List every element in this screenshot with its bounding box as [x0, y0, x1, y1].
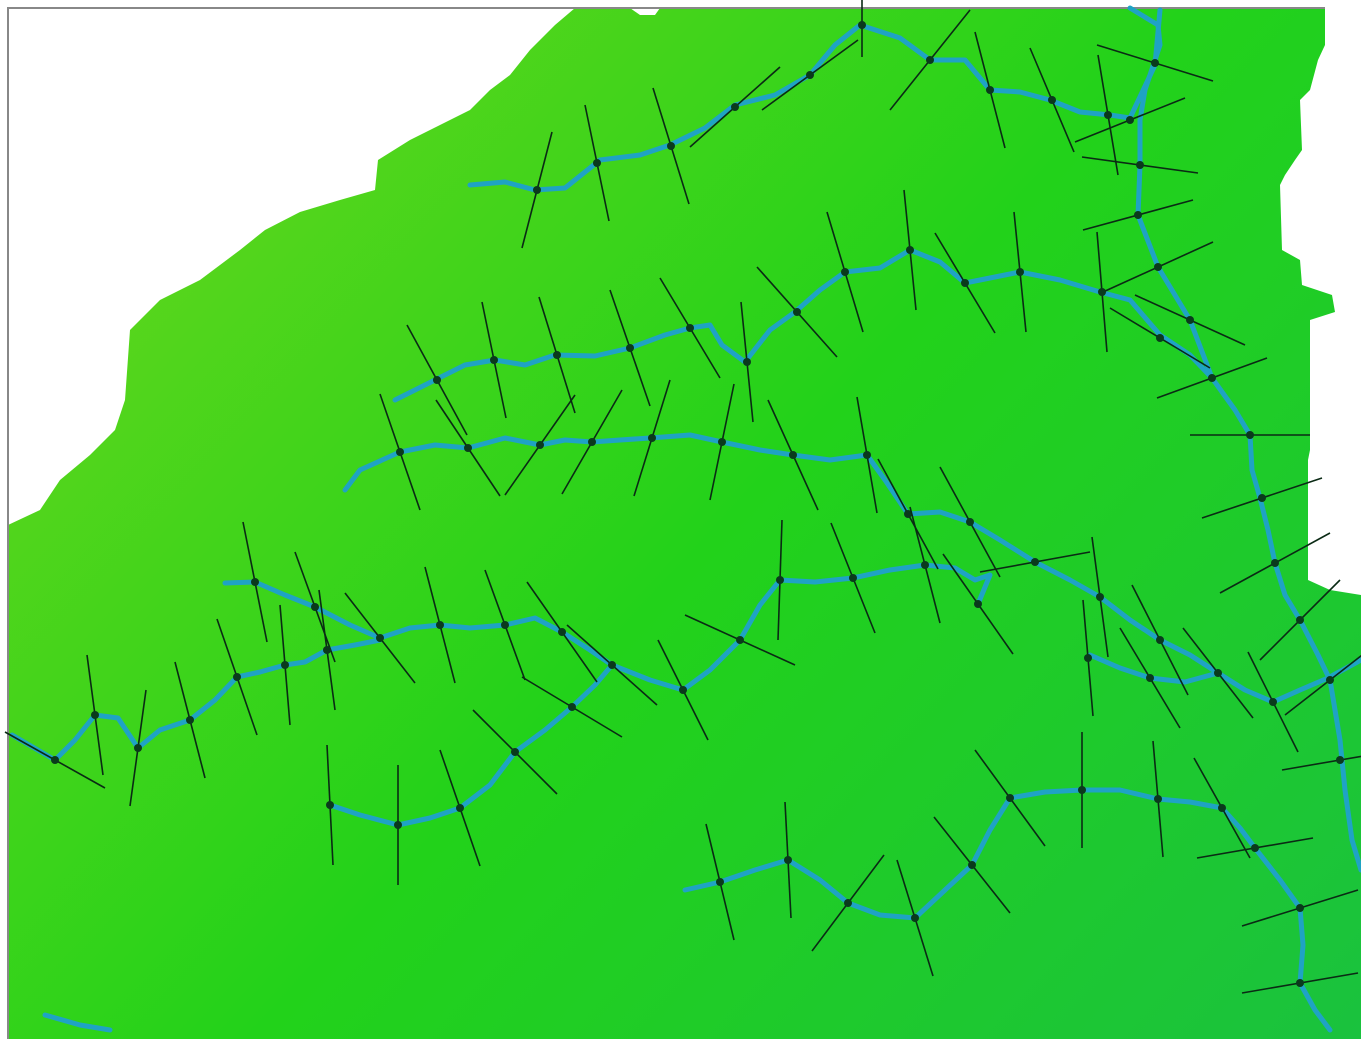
cross-section-point: [806, 71, 814, 79]
cross-section-point: [849, 574, 857, 582]
cross-section-point: [281, 661, 289, 669]
cross-section-point: [1006, 794, 1014, 802]
cross-section-point: [926, 56, 934, 64]
cross-section-point: [736, 636, 744, 644]
cross-section-point: [716, 878, 724, 886]
cross-section-point: [323, 646, 331, 654]
cross-section-point: [311, 603, 319, 611]
cross-section-point: [91, 711, 99, 719]
cross-section-point: [776, 576, 784, 584]
cross-section-point: [1146, 674, 1154, 682]
cross-section-point: [134, 744, 142, 752]
cross-section-point: [588, 438, 596, 446]
cross-section-point: [784, 856, 792, 864]
cross-section-point: [376, 634, 384, 642]
cross-section-point: [1218, 804, 1226, 812]
cross-section-point: [1096, 593, 1104, 601]
cross-section-point: [1084, 654, 1092, 662]
cross-section-point: [667, 142, 675, 150]
cross-section-point: [1156, 636, 1164, 644]
cross-section-point: [1126, 116, 1134, 124]
cross-section-point: [433, 376, 441, 384]
cross-section-point: [51, 756, 59, 764]
cross-section-point: [1031, 558, 1039, 566]
cross-section-point: [911, 914, 919, 922]
cross-section-point: [1246, 431, 1254, 439]
cross-section-point: [593, 159, 601, 167]
cross-section-point: [961, 279, 969, 287]
cross-section-point: [1208, 374, 1216, 382]
cross-section-point: [1078, 786, 1086, 794]
cross-section-point: [1156, 334, 1164, 342]
cross-section-point: [1296, 616, 1304, 624]
cross-section-point: [464, 444, 472, 452]
cross-section-point: [558, 628, 566, 636]
cross-section-point: [793, 308, 801, 316]
cross-section-point: [731, 103, 739, 111]
cross-section-point: [1296, 904, 1304, 912]
cross-section-point: [1271, 559, 1279, 567]
cross-section-point: [1136, 161, 1144, 169]
cross-section-point: [1269, 698, 1277, 706]
cross-section-point: [1258, 494, 1266, 502]
cross-section-point: [686, 324, 694, 332]
cross-section-point: [1251, 844, 1259, 852]
cross-section-point: [906, 246, 914, 254]
cross-section-point: [858, 21, 866, 29]
cross-section-point: [456, 804, 464, 812]
cross-section-point: [394, 821, 402, 829]
cross-section-point: [789, 451, 797, 459]
cross-section-point: [921, 561, 929, 569]
cross-section-point: [968, 861, 976, 869]
cross-section-point: [648, 434, 656, 442]
cross-section-point: [396, 448, 404, 456]
cross-section-point: [326, 801, 334, 809]
cross-section-point: [511, 748, 519, 756]
cross-section-point: [1154, 263, 1162, 271]
cross-section-point: [974, 600, 982, 608]
cross-section-point: [863, 451, 871, 459]
cross-section-point: [743, 358, 751, 366]
cross-section-point: [844, 899, 852, 907]
cross-section-point: [1326, 676, 1334, 684]
cross-section-point: [608, 661, 616, 669]
cross-section-point: [1016, 268, 1024, 276]
cross-section-point: [436, 621, 444, 629]
cross-section-point: [679, 686, 687, 694]
cross-section-point: [1134, 211, 1142, 219]
cross-section-point: [536, 441, 544, 449]
cross-section-point: [1296, 979, 1304, 987]
cross-section-point: [251, 578, 259, 586]
cross-section-point: [1098, 288, 1106, 296]
cross-section-point: [1336, 756, 1344, 764]
map: [0, 0, 1361, 1039]
cross-section-point: [1104, 111, 1112, 119]
cross-section-point: [533, 186, 541, 194]
cross-section-point: [501, 621, 509, 629]
cross-section-point: [626, 344, 634, 352]
cross-section-point: [568, 703, 576, 711]
cross-section-point: [1151, 59, 1159, 67]
cross-section-point: [1048, 96, 1056, 104]
cross-section-point: [966, 518, 974, 526]
cross-section-point: [233, 673, 241, 681]
cross-section-point: [1154, 795, 1162, 803]
page: (() => { const data = JSON.parse(documen…: [0, 0, 1361, 1039]
cross-section-point: [186, 716, 194, 724]
cross-section-point: [1214, 669, 1222, 677]
cross-section-point: [553, 351, 561, 359]
cross-section-point: [490, 356, 498, 364]
cross-section-point: [1186, 316, 1194, 324]
cross-section-point: [718, 438, 726, 446]
cross-section-point: [986, 86, 994, 94]
cross-section-point: [841, 268, 849, 276]
